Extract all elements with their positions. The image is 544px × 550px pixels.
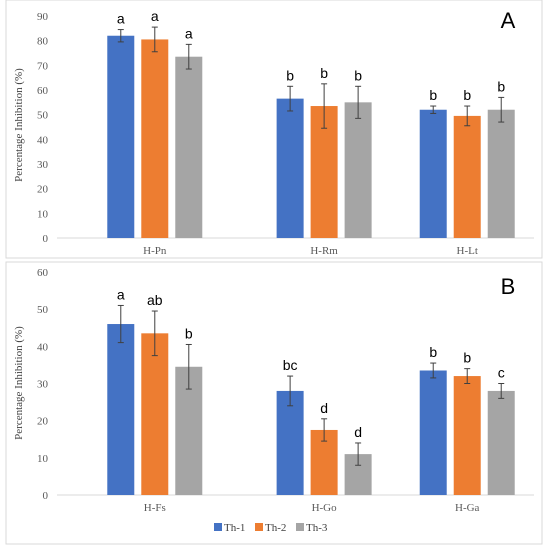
significance-letter: d (354, 424, 362, 440)
y-axis-title: Percentage Inhibition (%) (13, 68, 25, 182)
significance-letter: c (498, 365, 505, 381)
chart-panel-a: 0 10 20 30 40 50 60 70 80 90 Percentage Inhibition… (5, 0, 543, 259)
y-tick-label: 40 (37, 134, 49, 146)
category-label: H-Fs (144, 502, 166, 514)
bar-th-1-h-lt (419, 109, 447, 238)
category-label: H-Lt (457, 245, 478, 257)
y-tick-label: 80 (37, 36, 49, 48)
y-tick-label: 0 (43, 233, 49, 245)
legend-swatch (214, 523, 222, 531)
y-tick-label: 70 (37, 60, 49, 72)
bar-th-3-h-lt (487, 109, 515, 238)
legend-swatch (296, 523, 304, 531)
y-tick-label: 20 (37, 184, 49, 196)
bar-th-2-h-lt (453, 115, 481, 238)
legend-entry: Th-3 (306, 522, 328, 534)
y-tick-label: 60 (37, 267, 49, 279)
y-tick-label: 90 (37, 11, 49, 23)
significance-letter: b (463, 87, 471, 103)
significance-letter: b (463, 350, 471, 366)
bar-th-1-h-pn (107, 35, 135, 238)
panel-frame (5, 0, 543, 259)
category-label: H-Rm (310, 245, 338, 257)
bar-th-2-h-fs (141, 333, 169, 495)
significance-letter: b (354, 67, 362, 83)
significance-letter: d (320, 400, 328, 416)
y-tick-label: 60 (37, 85, 49, 97)
significance-letter: a (117, 11, 125, 27)
y-tick-label: 20 (37, 416, 49, 428)
bar-th-3-h-pn (175, 56, 203, 239)
category-label: H-Go (312, 502, 338, 514)
legend-entry: Th-2 (265, 522, 286, 534)
legend: Th-1 Th-2 Th-3 (214, 522, 328, 534)
y-tick-label: 30 (37, 379, 49, 391)
category-label: H-Ga (455, 502, 480, 514)
y-tick-label: 10 (37, 208, 49, 220)
significance-letter: a (151, 8, 159, 24)
panel-frame (5, 261, 543, 545)
significance-letter: b (320, 65, 328, 81)
bar-th-1-h-go (276, 390, 304, 495)
legend-entry: Th-1 (224, 522, 245, 534)
y-axis-title: Percentage Inhibition (%) (13, 326, 25, 440)
bar-th-3-h-ga (487, 390, 515, 495)
y-tick-label: 0 (43, 490, 49, 502)
y-tick-label: 50 (37, 304, 49, 316)
y-tick-label: 30 (37, 159, 49, 171)
bar-th-1-h-fs (107, 324, 135, 495)
bar-th-1-h-rm (276, 98, 304, 238)
significance-letter: b (497, 78, 505, 94)
legend-swatch (255, 523, 263, 531)
bar-th-2-h-pn (141, 39, 169, 238)
panel-label: A (501, 8, 516, 33)
bar-th-2-h-ga (453, 376, 481, 495)
significance-letter: bc (283, 357, 298, 373)
y-tick-label: 40 (37, 341, 49, 353)
bar-th-1-h-ga (419, 370, 447, 495)
y-tick-label: 10 (37, 453, 49, 465)
significance-letter: b (429, 344, 437, 360)
panel-label: B (501, 274, 516, 299)
significance-letter: b (429, 87, 437, 103)
y-tick-label: 50 (37, 110, 49, 122)
significance-letter: b (185, 325, 193, 341)
significance-letter: a (117, 286, 125, 302)
category-label: H-Pn (143, 245, 167, 257)
significance-letter: a (185, 25, 193, 41)
bar-th-3-h-rm (344, 102, 372, 238)
chart-panel-b: 0 10 20 30 40 50 60 Percentage Inhibition (%) H-… (5, 261, 543, 545)
significance-letter: ab (147, 292, 163, 308)
significance-letter: b (286, 67, 294, 83)
